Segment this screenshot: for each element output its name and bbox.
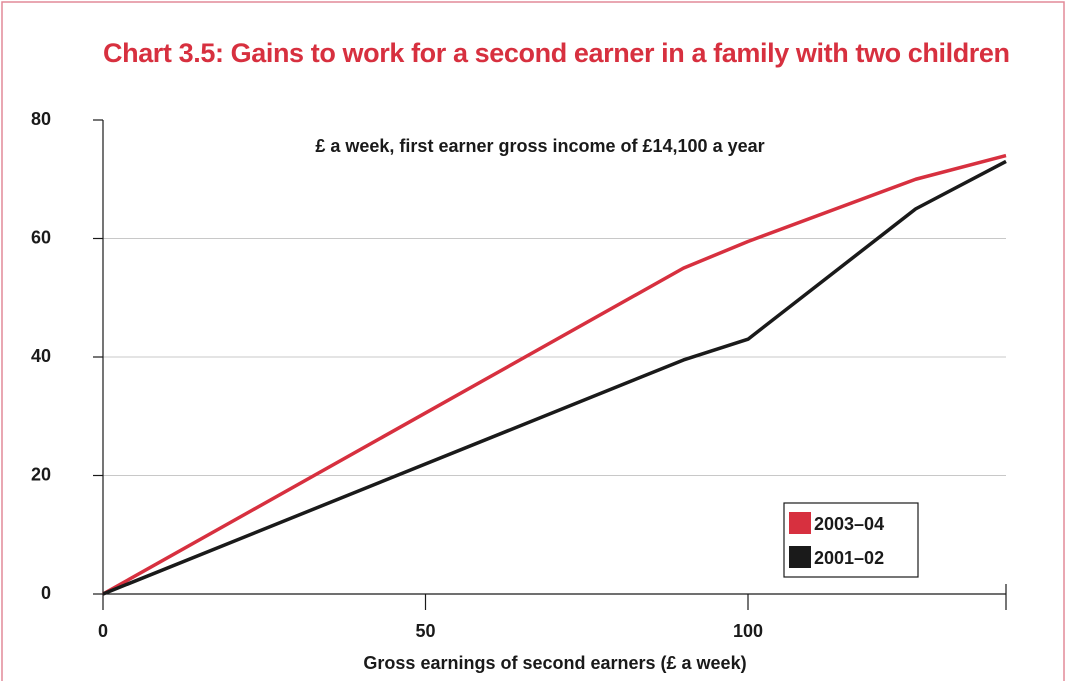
- x-axis-label: Gross earnings of second earners (£ a we…: [363, 653, 746, 673]
- chart-subtitle: £ a week, first earner gross income of £…: [315, 136, 764, 156]
- legend-swatch: [789, 546, 811, 568]
- chart-title: Chart 3.5: Gains to work for a second ea…: [103, 38, 1010, 68]
- y-tick-label: 80: [31, 109, 51, 129]
- legend-label: 2001–02: [814, 548, 884, 568]
- y-tick-label: 0: [41, 583, 51, 603]
- legend-swatch: [789, 512, 811, 534]
- y-tick-label: 40: [31, 346, 51, 366]
- series-line: [102, 159, 1007, 596]
- legend-label: 2003–04: [814, 514, 884, 534]
- x-tick-label: 50: [415, 621, 435, 641]
- y-tick-label: 60: [31, 227, 51, 247]
- x-tick-label: 100: [733, 621, 763, 641]
- series-line: [102, 153, 1007, 596]
- y-tick-label: 20: [31, 464, 51, 484]
- x-tick-label: 0: [98, 621, 108, 641]
